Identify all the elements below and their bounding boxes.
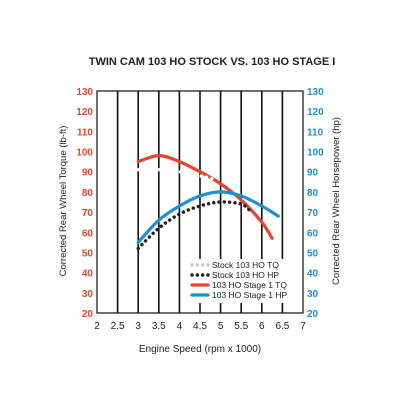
- y-tick-label-left: 60: [82, 228, 94, 239]
- legend-label: 103 HO Stage 1 HP: [212, 290, 287, 300]
- series-line-stock-103-ho-hp: [136, 200, 252, 251]
- y-tick-label-left: 100: [76, 148, 93, 159]
- y-tick-label-right: 30: [307, 289, 319, 300]
- y-tick-label-right: 20: [307, 309, 319, 320]
- y-tick-label-right: 120: [307, 107, 324, 118]
- x-tick-label: 2.5: [111, 321, 125, 332]
- x-tick-label: 4.5: [193, 321, 207, 332]
- y-tick-label-right: 90: [307, 168, 319, 179]
- x-tick-label: 5: [218, 321, 224, 332]
- y-tick-label-left: 110: [77, 127, 94, 138]
- y-tick-label-left: 20: [82, 309, 94, 320]
- plot-area: 2 2.5 3 3.5 4 4.5 5 5.5 6 6.5 72030405060708090100…: [76, 87, 324, 332]
- y-tick-label-left: 70: [82, 208, 94, 219]
- legend-label: Stock 103 HO TQ: [212, 260, 279, 270]
- x-tick-label: 3.5: [152, 321, 166, 332]
- y-tick-label-right: 70: [307, 208, 319, 219]
- series-line-stock-103-ho-tq: [136, 167, 219, 182]
- y-tick-label-right: 40: [307, 269, 319, 280]
- y-tick-label-right: 80: [307, 188, 319, 199]
- y-tick-label-right: 110: [307, 127, 324, 138]
- series-line-103-ho-stage-1-hp: [136, 190, 280, 244]
- x-tick-label: 2: [94, 321, 100, 332]
- y-tick-label-left: 120: [76, 107, 93, 118]
- x-tick-label: 3: [135, 321, 141, 332]
- legend-label: 103 HO Stage 1 TQ: [212, 280, 287, 290]
- chart-title: TWIN CAM 103 HO STOCK VS. 103 HO STAGE I: [89, 56, 336, 68]
- y-tick-label-right: 130: [307, 87, 324, 98]
- y-tick-label-left: 80: [82, 188, 94, 199]
- y-axis-label-left: Corrected Rear Wheel Torque (lb-ft): [58, 126, 69, 277]
- x-tick-label: 5.5: [234, 321, 248, 332]
- y-tick-label-right: 60: [307, 228, 319, 239]
- series-line-103-ho-stage-1-tq: [136, 154, 274, 240]
- plot-frame: [96, 90, 304, 314]
- y-tick-label-left: 90: [82, 168, 94, 179]
- y-tick-label-left: 40: [82, 269, 94, 280]
- x-axis-label: Engine Speed (rpm x 1000): [139, 344, 261, 355]
- x-tick-label: 6: [259, 321, 265, 332]
- x-tick-label: 7: [300, 321, 306, 332]
- legend-label: Stock 103 HO HP: [212, 270, 279, 280]
- y-tick-label-right: 50: [307, 248, 319, 259]
- y-axis-label-right: Corrected Rear Wheel Horsepower (hp): [331, 117, 342, 285]
- y-tick-label-left: 30: [82, 289, 94, 300]
- x-tick-label: 4: [177, 321, 183, 332]
- y-tick-label-left: 130: [76, 87, 93, 98]
- x-tick-label: 6.5: [275, 321, 289, 332]
- y-tick-label-right: 100: [307, 148, 324, 159]
- y-tick-label-left: 50: [82, 248, 94, 259]
